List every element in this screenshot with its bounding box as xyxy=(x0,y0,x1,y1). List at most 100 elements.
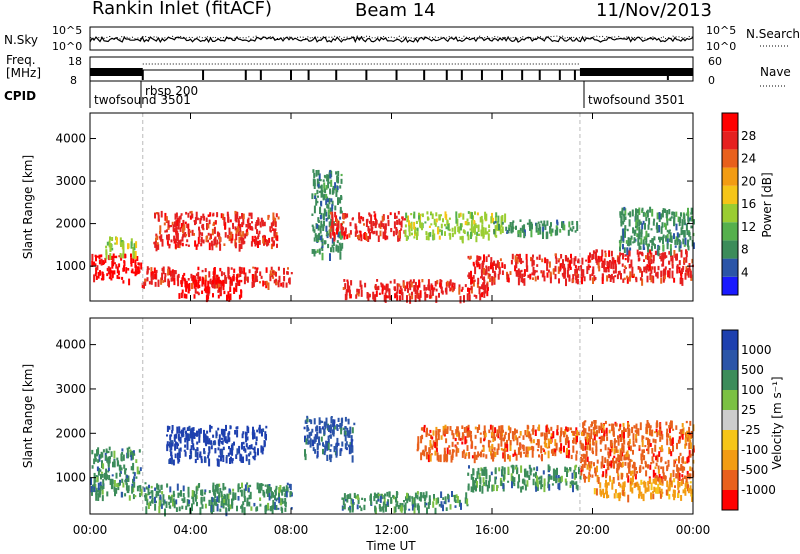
heatmap-cell xyxy=(406,218,409,223)
heatmap-cell xyxy=(223,429,226,433)
heatmap-cell xyxy=(318,442,321,446)
heatmap-cell xyxy=(510,227,513,233)
heatmap-cell xyxy=(651,448,654,454)
heatmap-cell xyxy=(133,453,136,456)
heatmap-cell xyxy=(174,243,177,249)
heatmap-cell xyxy=(223,290,226,295)
heatmap-cell xyxy=(536,256,539,260)
heatmap-cell xyxy=(660,213,663,220)
heatmap-cell xyxy=(482,453,485,458)
heatmap-cell xyxy=(116,460,119,467)
heatmap-cell xyxy=(496,448,499,455)
heatmap-cell xyxy=(376,279,379,282)
heatmap-cell xyxy=(381,215,384,222)
heatmap-cell xyxy=(323,174,326,178)
heatmap-cell xyxy=(183,272,186,276)
heatmap-cell xyxy=(201,232,204,237)
heatmap-cell xyxy=(340,427,343,435)
heatmap-cell xyxy=(237,227,239,233)
heatmap-cell xyxy=(356,288,359,293)
heatmap-cell xyxy=(284,504,287,508)
heatmap-cell xyxy=(536,466,539,472)
heatmap-cell xyxy=(330,247,332,253)
heatmap-cell xyxy=(185,505,188,510)
heatmap-cell xyxy=(546,259,549,264)
heatmap-cell xyxy=(337,197,339,205)
heatmap-cell xyxy=(321,426,324,430)
heatmap-cell xyxy=(195,279,198,288)
heatmap-cell xyxy=(97,482,100,491)
heatmap-cell xyxy=(519,255,521,263)
heatmap-cell xyxy=(475,224,478,229)
heatmap-cell xyxy=(318,436,320,443)
heatmap-cell xyxy=(307,441,310,445)
heatmap-cell xyxy=(210,504,213,512)
heatmap-cell xyxy=(91,449,94,455)
heatmap-cell xyxy=(340,196,343,200)
heatmap-cell xyxy=(222,455,225,462)
heatmap-cell xyxy=(687,484,689,492)
heatmap-cell xyxy=(632,241,635,244)
heatmap-cell xyxy=(515,429,518,434)
heatmap-cell xyxy=(363,504,366,511)
heatmap-cell xyxy=(182,219,185,228)
heatmap-cell xyxy=(630,481,633,485)
heatmap-cell xyxy=(416,494,419,500)
heatmap-cell xyxy=(636,481,639,488)
heatmap-cell xyxy=(218,441,221,447)
heatmap-cell xyxy=(125,468,127,471)
heatmap-cell xyxy=(486,231,489,235)
heatmap-cell xyxy=(176,230,179,236)
heatmap-cell xyxy=(197,282,200,289)
heatmap-cell xyxy=(329,170,331,173)
heatmap-cell xyxy=(91,253,94,261)
heatmap-cell xyxy=(150,271,153,278)
heatmap-cell xyxy=(496,485,498,492)
heatmap-cell xyxy=(540,432,543,437)
heatmap-cell xyxy=(382,214,385,221)
heatmap-cell xyxy=(444,231,446,236)
heatmap-cell xyxy=(543,220,546,227)
heatmap-cell xyxy=(319,420,322,424)
heatmap-cell xyxy=(168,244,171,249)
heatmap-cell xyxy=(603,262,605,267)
heatmap-cell xyxy=(425,287,428,291)
heatmap-cell xyxy=(643,259,645,262)
heatmap-cell xyxy=(434,442,437,448)
heatmap-cell xyxy=(340,423,343,431)
heatmap-cell xyxy=(234,242,237,249)
heatmap-cell xyxy=(429,429,432,433)
heatmap-cell xyxy=(589,443,591,451)
heatmap-cell xyxy=(642,220,645,225)
colorbar-tick-label: 8 xyxy=(741,243,749,257)
heatmap-cell xyxy=(627,212,630,216)
freq-label: Freq. xyxy=(6,53,36,67)
heatmap-cell xyxy=(181,498,184,501)
heatmap-cell xyxy=(492,217,494,223)
heatmap-cell xyxy=(568,449,571,455)
heatmap-cell xyxy=(125,481,128,485)
heatmap-cell xyxy=(526,429,529,438)
heatmap-cell xyxy=(645,234,648,242)
heatmap-cell xyxy=(381,289,384,295)
y-tick-label: 1000 xyxy=(55,259,86,273)
heatmap-cell xyxy=(619,483,622,488)
heatmap-cell xyxy=(488,445,491,452)
heatmap-cell xyxy=(600,435,603,443)
heatmap-cell xyxy=(239,223,242,231)
heatmap-cell xyxy=(438,214,441,221)
heatmap-cell xyxy=(286,482,289,486)
heatmap-cell xyxy=(211,228,214,236)
heatmap-cell xyxy=(535,270,538,273)
heatmap-cell xyxy=(337,226,340,232)
heatmap-cell xyxy=(630,459,633,462)
heatmap-cell xyxy=(98,254,101,260)
heatmap-cell xyxy=(158,496,161,505)
heatmap-cell xyxy=(691,258,694,264)
heatmap-cell xyxy=(485,256,488,262)
heatmap-cell xyxy=(662,276,665,283)
heatmap-cell xyxy=(323,182,326,188)
heatmap-cell xyxy=(368,213,371,217)
